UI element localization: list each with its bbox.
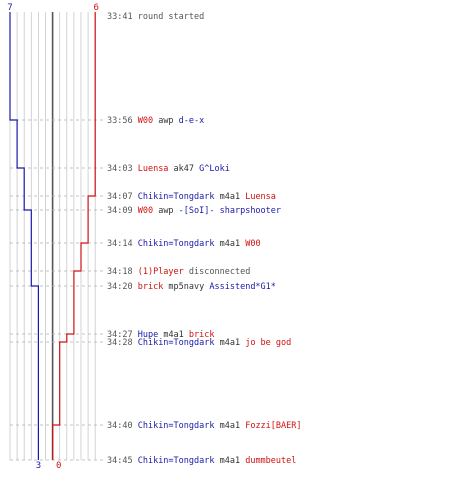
log-part: Chikin=Tongdark [138, 192, 215, 202]
log-part: Fozzi[BAER] [245, 421, 301, 431]
log-line: 33:41 round started [107, 12, 204, 22]
log-line: 34:14 Chikin=Tongdark m4a1 W00 [107, 239, 261, 249]
log-line: 34:40 Chikin=Tongdark m4a1 Fozzi[BAER] [107, 421, 302, 431]
log-time: 34:28 [107, 338, 138, 348]
blue-start-score: 7 [7, 3, 12, 13]
log-time: 34:40 [107, 421, 138, 431]
log-time: 34:14 [107, 239, 138, 249]
log-time: 34:18 [107, 267, 138, 277]
log-part: jo be god [245, 338, 291, 348]
log-part: ak47 [168, 164, 199, 174]
log-line: 34:18 (1)Player disconnected [107, 267, 250, 277]
log-line: 34:20 brick mp5navy Assistend*G1* [107, 282, 276, 292]
log-time: 34:45 [107, 456, 138, 466]
log-part: Luensa [245, 192, 276, 202]
log-part: W00 [138, 206, 153, 216]
grid-lines [9, 12, 96, 460]
log-line: 34:03 Luensa ak47 G^Loki [107, 164, 230, 174]
red-team-alive-line [52, 12, 96, 460]
log-part: m4a1 [214, 239, 245, 249]
log-part: round started [138, 12, 205, 22]
log-time: 34:07 [107, 192, 138, 202]
log-time: 34:27 [107, 330, 138, 340]
log-part: (1)Player [138, 267, 184, 277]
blue-team-alive-line [9, 12, 39, 460]
log-part: m4a1 [214, 192, 245, 202]
log-part: mp5navy [163, 282, 209, 292]
log-part: Hupe [138, 330, 158, 340]
log-part: Chikin=Tongdark [138, 456, 215, 466]
log-part: W00 [138, 116, 153, 126]
log-part: brick [189, 330, 215, 340]
log-line: 33:56 W00 awp d-e-x [107, 116, 204, 126]
log-line: 34:28 Chikin=Tongdark m4a1 jo be god [107, 338, 291, 348]
red-end-score: 0 [56, 461, 61, 471]
log-part: m4a1 [214, 456, 245, 466]
log-part: Luensa [138, 164, 169, 174]
log-time: 34:20 [107, 282, 138, 292]
red-start-score: 6 [93, 3, 98, 13]
blue-end-score: 3 [36, 461, 41, 471]
log-part: Chikin=Tongdark [138, 239, 215, 249]
log-part: Assistend*G1* [209, 282, 276, 292]
log-time: 33:41 [107, 12, 138, 22]
log-part: m4a1 [214, 421, 245, 431]
log-part: disconnected [184, 267, 251, 277]
log-part: -[SoI]- sharpshooter [179, 206, 281, 216]
log-part: W00 [245, 239, 260, 249]
log-part: G^Loki [199, 164, 230, 174]
log-part: d-e-x [179, 116, 205, 126]
event-log: 33:41 round started 33:56 W00 awp d-e-x 34… [107, 12, 302, 466]
log-part: dummbeutel [245, 456, 296, 466]
log-time: 33:56 [107, 116, 138, 126]
log-part: brick [138, 282, 164, 292]
log-line: 34:27 Hupe m4a1 brick [107, 330, 215, 340]
log-line: 34:07 Chikin=Tongdark m4a1 Luensa [107, 192, 276, 202]
log-part: awp [153, 116, 179, 126]
log-part: Chikin=Tongdark [138, 421, 215, 431]
log-time: 34:03 [107, 164, 138, 174]
log-time: 34:09 [107, 206, 138, 216]
log-part: Chikin=Tongdark [138, 338, 215, 348]
log-part: m4a1 [158, 330, 189, 340]
log-line: 34:09 W00 awp -[SoI]- sharpshooter [107, 206, 281, 216]
log-line: 34:45 Chikin=Tongdark m4a1 dummbeutel [107, 456, 296, 466]
log-part: m4a1 [214, 338, 245, 348]
log-part: awp [153, 206, 179, 216]
